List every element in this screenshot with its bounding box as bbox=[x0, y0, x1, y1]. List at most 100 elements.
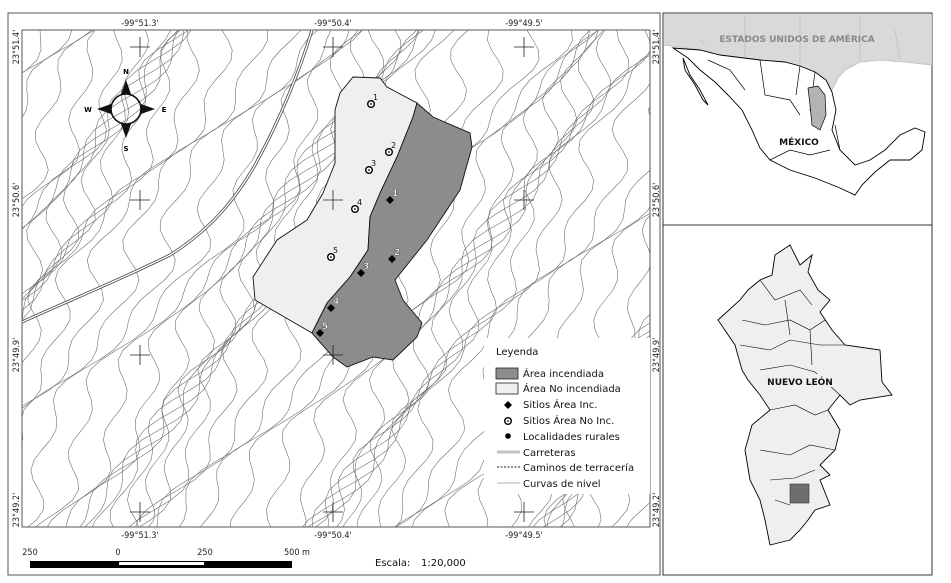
graticule-cross bbox=[323, 345, 343, 365]
lat-label: 23°49.2' bbox=[652, 493, 662, 528]
legend-burned-swatch bbox=[495, 367, 519, 380]
scale-label: 250 bbox=[197, 548, 212, 558]
nuevo-leon-label: NUEVO LEÓN bbox=[767, 376, 833, 388]
sample-sites: 1 2 3 4 5 1 2 3 4 5 bbox=[316, 93, 400, 337]
contour-line bbox=[22, 30, 179, 322]
site-inc-label: 5 bbox=[322, 322, 328, 332]
compass-w: W bbox=[84, 106, 92, 114]
inset-nuevo-leon-map: NUEVO LEÓN bbox=[662, 224, 933, 576]
contour-line bbox=[22, 30, 233, 407]
site-inc-label: 2 bbox=[394, 248, 400, 258]
compass-n: N bbox=[123, 68, 129, 76]
contour-line bbox=[22, 30, 192, 301]
site-no-inc-label: 5 bbox=[333, 246, 338, 255]
contour-line bbox=[34, 30, 319, 527]
diamond-icon bbox=[504, 401, 512, 409]
lon-label: -99°49.5' bbox=[505, 531, 543, 541]
contour-line bbox=[336, 30, 605, 527]
lat-label: 23°50.6' bbox=[12, 183, 22, 218]
burned-area-polygon bbox=[311, 102, 473, 368]
graticule-cross bbox=[130, 502, 150, 522]
mexico-label: MÉXICO bbox=[779, 136, 819, 148]
scale-label: 0 bbox=[115, 548, 120, 558]
contour-line bbox=[22, 30, 123, 230]
contour-line bbox=[302, 30, 591, 527]
longitude-labels-top: -99°51.3' -99°50.4' -99°49.5' bbox=[121, 19, 543, 29]
legend-item: Caminos de terracería bbox=[523, 462, 634, 474]
lon-label: -99°49.5' bbox=[505, 19, 543, 29]
compass-e: E bbox=[162, 106, 167, 114]
contour-line bbox=[357, 30, 630, 527]
contour-line bbox=[311, 30, 590, 527]
contour-line bbox=[22, 30, 96, 200]
lon-label: -99°51.3' bbox=[121, 531, 159, 541]
site-no-inc-label: 3 bbox=[371, 159, 376, 168]
scale-bar: 250 0 250 500 m Escala: 1:20,000 bbox=[22, 548, 465, 569]
legend-title: Leyenda bbox=[496, 347, 538, 358]
lon-label: -99°51.3' bbox=[121, 19, 159, 29]
legend-item: Sitios Área No Inc. bbox=[523, 414, 614, 427]
mexico-outline bbox=[671, 47, 926, 196]
legend-item: Curvas de nivel bbox=[523, 479, 601, 490]
contour-line bbox=[22, 30, 200, 409]
study-area-locator bbox=[789, 483, 810, 504]
contour-line bbox=[342, 30, 611, 527]
contour-line bbox=[393, 82, 650, 527]
lat-label: 23°49.2' bbox=[12, 493, 22, 528]
graticule-cross bbox=[130, 190, 150, 210]
inset-mexico-map: ESTADOS UNIDOS DE AMÉRICA MÉXICO bbox=[662, 12, 933, 226]
contour-line bbox=[324, 30, 599, 527]
site-inc-marker bbox=[316, 329, 324, 337]
contour-line bbox=[300, 30, 574, 527]
contour-line bbox=[79, 30, 364, 527]
legend-item: Área No incendiada bbox=[523, 382, 621, 395]
scale-text-label: Escala: bbox=[375, 558, 410, 569]
site-inc-marker bbox=[386, 196, 394, 204]
site-inc-marker bbox=[388, 255, 396, 263]
compass-s: S bbox=[123, 145, 128, 153]
contour-line bbox=[22, 30, 269, 443]
usa-label: ESTADOS UNIDOS DE AMÉRICA bbox=[719, 33, 874, 45]
longitude-labels-bottom: -99°51.3' -99°50.4' -99°49.5' bbox=[121, 531, 543, 541]
contour-line bbox=[22, 30, 182, 364]
nuevo-leon-outline bbox=[717, 244, 893, 546]
site-inc-marker bbox=[327, 304, 335, 312]
ring-dot-icon bbox=[504, 417, 513, 426]
lat-label: 23°49.9' bbox=[652, 338, 662, 373]
contour-line bbox=[306, 30, 600, 527]
latitude-labels-left: 23°51.4' 23°50.6' 23°49.9' 23°49.2' bbox=[12, 30, 22, 528]
graticule-cross bbox=[323, 37, 343, 57]
contour-line bbox=[378, 30, 650, 527]
graticule-cross bbox=[130, 37, 150, 57]
graticule-cross bbox=[323, 502, 343, 522]
site-no-inc-label: 1 bbox=[373, 93, 378, 102]
contour-line bbox=[394, 52, 650, 527]
lat-label: 23°51.4' bbox=[12, 30, 22, 65]
lat-label: 23°50.6' bbox=[652, 183, 662, 218]
contour-line bbox=[22, 30, 96, 208]
nuevo-leon-highlight bbox=[807, 85, 827, 131]
site-inc-label: 1 bbox=[392, 189, 398, 199]
contour-line bbox=[0, 20, 2, 540]
legend-item: Carreteras bbox=[523, 448, 576, 459]
site-inc-label: 3 bbox=[363, 262, 369, 272]
graticule-cross bbox=[323, 190, 343, 210]
scale-label: 250 bbox=[22, 548, 37, 558]
latitude-labels-right: 23°51.4' 23°50.6' 23°49.9' 23°49.2' bbox=[652, 30, 662, 528]
contour-line bbox=[22, 30, 149, 229]
legend: Leyenda Área incendiada Área No incendia… bbox=[484, 338, 650, 494]
site-no-inc-label: 4 bbox=[357, 198, 362, 207]
graticule-cross bbox=[514, 190, 534, 210]
lon-label: -99°50.4' bbox=[314, 19, 352, 29]
scale-label: 500 m bbox=[284, 548, 310, 558]
site-no-inc-label: 2 bbox=[391, 141, 396, 150]
legend-item: Sitios Área Inc. bbox=[523, 398, 598, 411]
contour-line bbox=[265, 30, 540, 527]
legend-unburned-swatch bbox=[495, 382, 519, 395]
site-inc-marker bbox=[357, 269, 365, 277]
legend-item: Localidades rurales bbox=[523, 432, 620, 443]
road bbox=[22, 30, 314, 324]
contour-line bbox=[27, 30, 302, 527]
contour-line bbox=[46, 30, 332, 527]
